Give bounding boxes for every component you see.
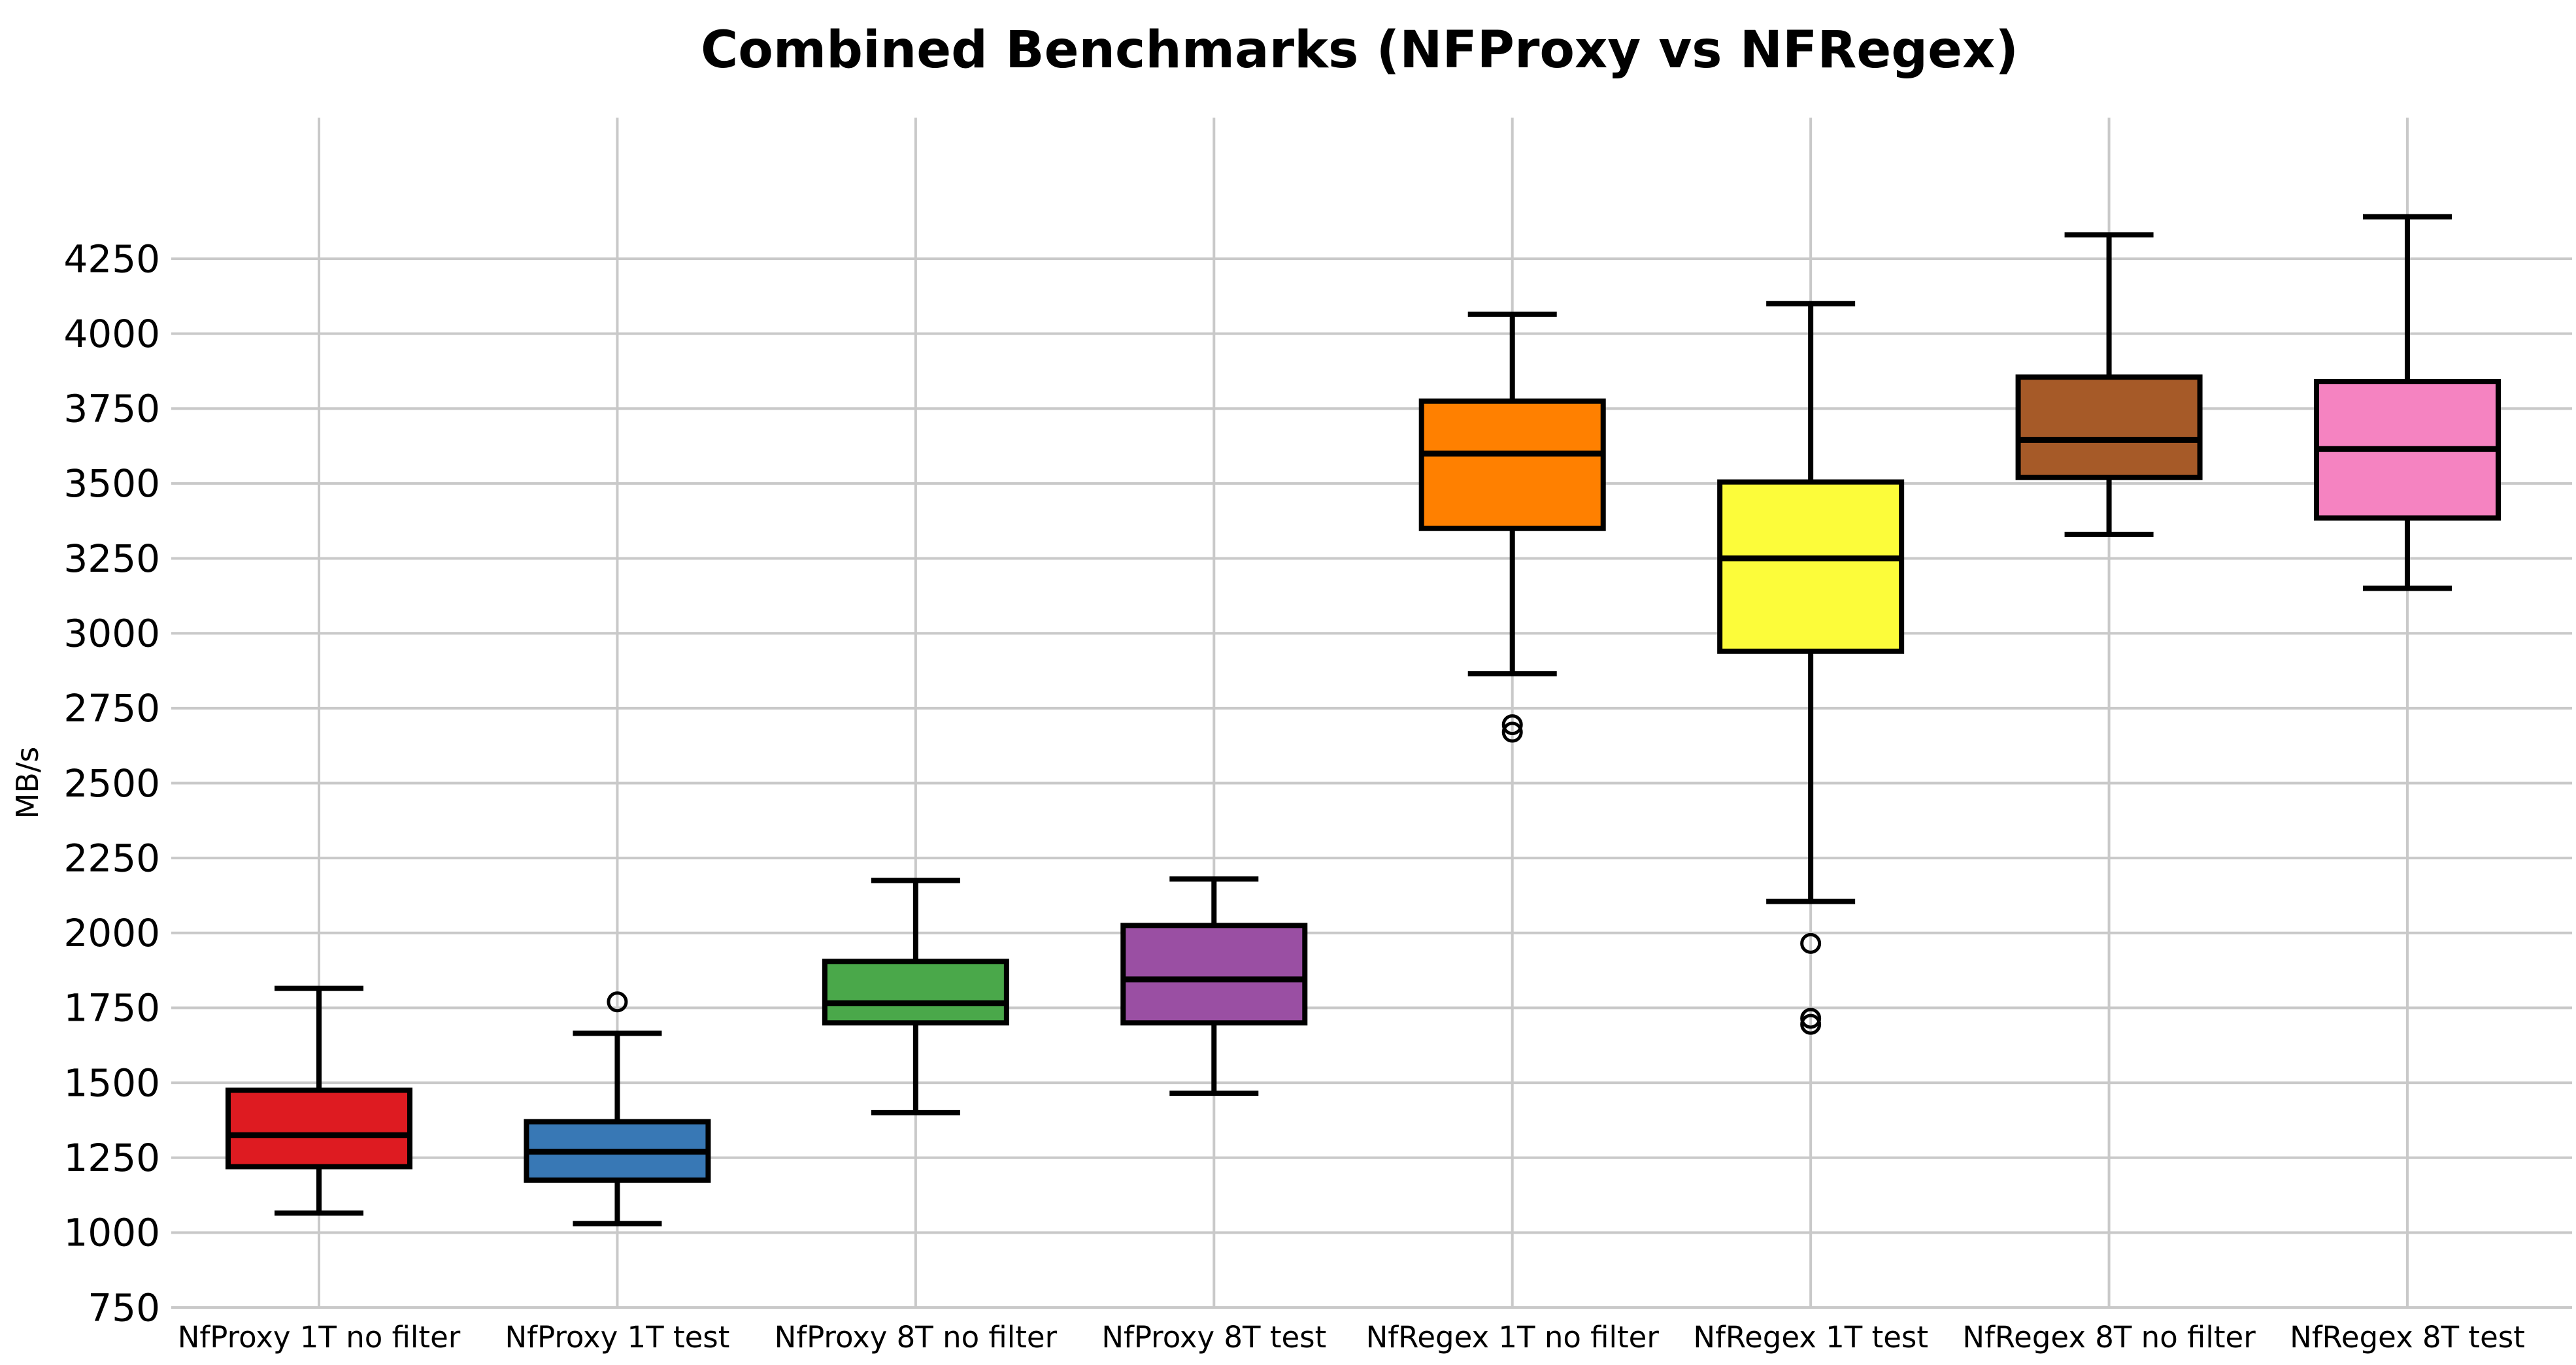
x-category-label: NfProxy 1T no filter [178,1320,461,1355]
y-tick-label: 2250 [63,836,160,880]
y-tick-label: 1000 [63,1211,160,1255]
iqr-box [1120,923,1308,1026]
box-nfproxy-1t-test [524,991,711,1226]
x-category-label: NfRegex 8T test [2290,1320,2525,1355]
iqr-box [226,1087,412,1170]
y-tick-label: 4250 [63,237,160,281]
box-layer [226,214,2501,1226]
iqr-box [822,959,1009,1026]
y-tick-label: 2750 [63,686,160,731]
box-nfregex-1t-test [1717,301,1905,1035]
x-category-label: NfProxy 8T test [1101,1320,1326,1355]
x-category-label: NfRegex 1T test [1693,1320,1928,1355]
y-tick-label: 4000 [63,312,160,356]
outlier-point [1800,1008,1822,1029]
y-tick-label: 3750 [63,387,160,431]
y-tick-label: 3250 [63,536,160,581]
y-axis-label: MB/s [10,747,45,819]
iqr-box [1717,479,1905,654]
y-tick-label: 3000 [63,612,160,656]
outlier-point [607,991,628,1013]
box-nfregex-1t-no-filter [1418,311,1606,743]
chart-title: Combined Benchmarks (NFProxy vs NFRegex) [701,21,2018,80]
outlier-point [1501,714,1523,736]
box-nfproxy-8t-test [1120,876,1308,1096]
outlier-point [1800,1013,1822,1035]
outlier-point [1800,932,1822,954]
outlier-point [1501,721,1523,743]
box-nfregex-8t-no-filter [2015,232,2203,537]
y-tick-label: 2500 [63,761,160,806]
x-category-label: NfRegex 1T no filter [1366,1320,1660,1355]
x-category-label: NfProxy 1T test [505,1320,729,1355]
y-tick-label: 1500 [63,1061,160,1105]
iqr-box [1418,398,1606,531]
x-category-label: NfProxy 8T no filter [775,1320,1058,1355]
y-tick-label: 750 [88,1285,160,1330]
y-tick-label: 2000 [63,911,160,955]
axis-layer: 750 1000 1250 1500 1750 2000 2250 2500 2750 3000 3… [63,237,2524,1355]
y-tick-label: 3500 [63,461,160,506]
box-nfproxy-8t-no-filter [822,878,1009,1115]
box-nfproxy-1t-no-filter [226,985,412,1216]
x-category-label: NfRegex 8T no filter [1962,1320,2256,1355]
box-nfregex-8t-test [2314,214,2501,591]
iqr-box [2015,374,2203,480]
y-tick-label: 1750 [63,986,160,1030]
y-tick-label: 1250 [63,1136,160,1180]
